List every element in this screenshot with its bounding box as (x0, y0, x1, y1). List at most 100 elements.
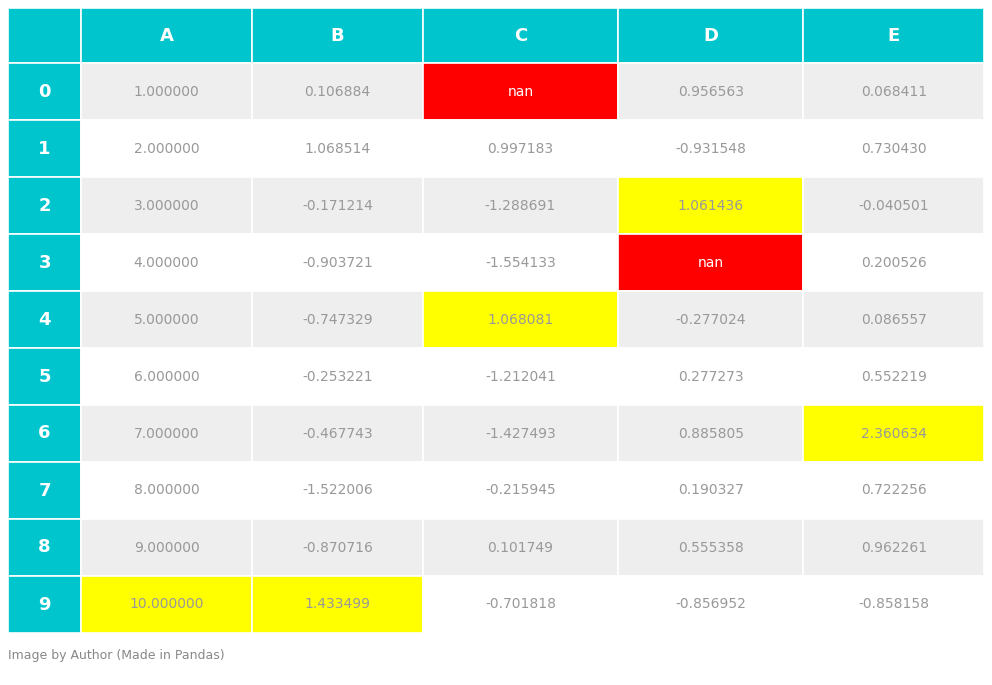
Text: 3: 3 (39, 253, 51, 271)
Text: 0.555358: 0.555358 (678, 540, 744, 554)
Text: 2.000000: 2.000000 (134, 142, 199, 155)
Text: 6.000000: 6.000000 (134, 369, 199, 384)
Bar (804, 177, 984, 234)
Text: 0.730430: 0.730430 (861, 142, 927, 155)
Text: -0.215945: -0.215945 (485, 484, 556, 497)
Bar (252, 177, 423, 234)
Text: -0.253221: -0.253221 (303, 369, 373, 384)
Text: 8.000000: 8.000000 (134, 484, 199, 497)
Bar (81, 405, 252, 462)
Bar (423, 405, 618, 462)
Bar (81, 234, 252, 291)
Text: 2.360634: 2.360634 (861, 427, 927, 440)
Text: 9.000000: 9.000000 (134, 540, 199, 554)
Bar (252, 120, 423, 177)
Text: 5: 5 (39, 367, 51, 386)
Bar (8, 576, 81, 633)
Text: -1.212041: -1.212041 (485, 369, 556, 384)
Text: 0.200526: 0.200526 (861, 256, 927, 269)
Text: -0.701818: -0.701818 (485, 597, 556, 612)
Bar (81, 63, 252, 120)
Text: -0.903721: -0.903721 (302, 256, 373, 269)
Bar (423, 348, 618, 405)
Bar (618, 291, 804, 348)
Text: 0.277273: 0.277273 (678, 369, 744, 384)
Bar (423, 291, 618, 348)
Bar (81, 177, 252, 234)
Text: 4: 4 (39, 310, 51, 329)
Bar (8, 405, 81, 462)
Bar (8, 462, 81, 519)
Text: -0.277024: -0.277024 (676, 312, 746, 327)
Bar (804, 576, 984, 633)
Bar (804, 234, 984, 291)
Text: E: E (888, 27, 900, 45)
Text: D: D (703, 27, 718, 45)
Bar (618, 519, 804, 576)
Text: 0.552219: 0.552219 (861, 369, 927, 384)
Text: -1.427493: -1.427493 (485, 427, 556, 440)
Bar (81, 462, 252, 519)
Text: 0.997183: 0.997183 (487, 142, 554, 155)
Text: 7.000000: 7.000000 (134, 427, 199, 440)
Text: 0.885805: 0.885805 (678, 427, 744, 440)
Text: 4.000000: 4.000000 (134, 256, 199, 269)
Text: 7: 7 (39, 482, 51, 499)
Bar (81, 8, 252, 63)
Text: 1: 1 (39, 140, 51, 158)
Text: nan: nan (507, 84, 534, 99)
Text: 10.000000: 10.000000 (129, 597, 203, 612)
Bar (618, 234, 804, 291)
Bar (618, 576, 804, 633)
Text: -0.467743: -0.467743 (303, 427, 373, 440)
Text: 0.086557: 0.086557 (861, 312, 927, 327)
Bar (423, 462, 618, 519)
Text: -0.747329: -0.747329 (303, 312, 373, 327)
Bar (804, 291, 984, 348)
Bar (81, 576, 252, 633)
Text: 8: 8 (39, 538, 51, 556)
Bar (81, 348, 252, 405)
Text: 9: 9 (39, 595, 51, 614)
Bar (618, 348, 804, 405)
Bar (8, 63, 81, 120)
Bar (423, 234, 618, 291)
Text: -0.870716: -0.870716 (302, 540, 373, 554)
Bar (804, 462, 984, 519)
Text: 0.106884: 0.106884 (305, 84, 370, 99)
Bar (618, 177, 804, 234)
Bar (804, 63, 984, 120)
Text: 0.962261: 0.962261 (861, 540, 927, 554)
Text: 0.722256: 0.722256 (861, 484, 927, 497)
Text: -1.522006: -1.522006 (302, 484, 373, 497)
Text: A: A (160, 27, 174, 45)
Bar (8, 120, 81, 177)
Text: -1.554133: -1.554133 (485, 256, 556, 269)
Text: 1.061436: 1.061436 (678, 199, 744, 212)
Bar (252, 462, 423, 519)
Bar (252, 405, 423, 462)
Text: -0.856952: -0.856952 (676, 597, 746, 612)
Bar (252, 519, 423, 576)
Bar (8, 234, 81, 291)
Bar (8, 348, 81, 405)
Bar (804, 8, 984, 63)
Bar (618, 405, 804, 462)
Text: B: B (330, 27, 344, 45)
Bar (618, 8, 804, 63)
Bar (8, 519, 81, 576)
Text: 0: 0 (39, 82, 51, 101)
Bar (8, 291, 81, 348)
Bar (423, 519, 618, 576)
Text: 1.000000: 1.000000 (134, 84, 199, 99)
Text: 1.068514: 1.068514 (305, 142, 370, 155)
Bar (423, 177, 618, 234)
Text: 5.000000: 5.000000 (134, 312, 199, 327)
Bar (804, 405, 984, 462)
Bar (423, 120, 618, 177)
Text: 0.068411: 0.068411 (861, 84, 927, 99)
Bar (8, 8, 81, 63)
Text: 6: 6 (39, 425, 51, 443)
Text: 0.190327: 0.190327 (678, 484, 744, 497)
Bar (618, 462, 804, 519)
